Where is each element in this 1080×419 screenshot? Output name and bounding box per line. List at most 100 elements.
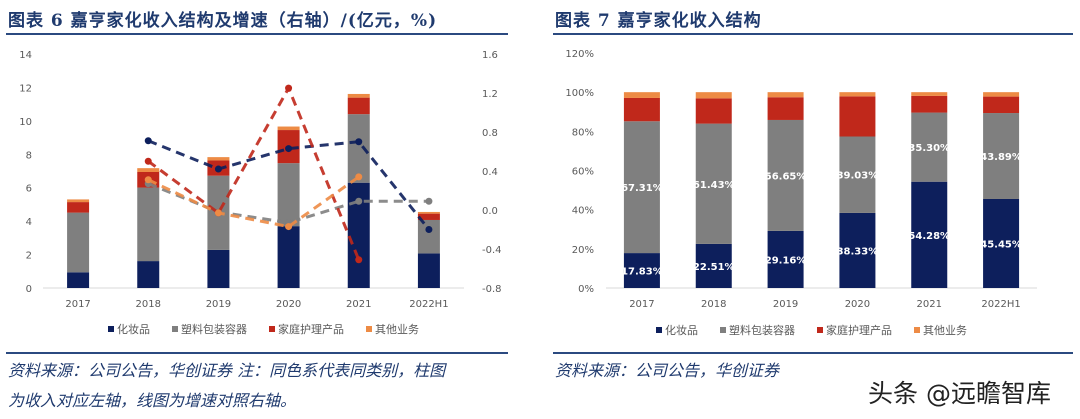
x-tick-label: 2021	[346, 299, 371, 310]
x-tick-label: 2021	[917, 299, 942, 310]
x-tick-label: 2019	[773, 299, 798, 310]
bar-segment	[207, 157, 230, 161]
bar-segment	[417, 213, 440, 220]
right-chart-title: 图表 7 嘉亨家化收入结构	[555, 11, 762, 31]
y2-tick-label: 0.0	[482, 206, 498, 217]
y2-tick-label: 1.2	[482, 89, 498, 100]
y2-tick-label: 1.6	[482, 50, 498, 61]
bar-segment	[347, 182, 370, 288]
bar-segment	[839, 96, 876, 137]
legend-label: 化妆品	[117, 322, 150, 336]
legend-label: 其他业务	[375, 323, 419, 336]
legend-swatch	[914, 327, 920, 333]
legend-label: 塑料包装容器	[181, 322, 247, 336]
data-label: 67.31%	[621, 183, 663, 194]
left-chart-title: 图表 6 嘉亨家化收入结构及增速（右轴）/(亿元，%)	[8, 11, 438, 31]
y-tick-label: 60%	[572, 167, 594, 178]
x-tick-label: 2017	[629, 299, 654, 310]
right-chart: 0% 20% 40% 60% 80% 100% 120% 17.83% 67.31% 2017 22…	[565, 49, 1037, 337]
bar-segment	[67, 202, 90, 213]
legend-swatch	[720, 327, 726, 333]
legend-swatch	[656, 327, 662, 333]
legend-label: 家庭护理产品	[278, 322, 344, 336]
data-label: 56.65%	[765, 171, 807, 182]
x-tick-label: 2017	[65, 299, 90, 310]
bar-segment	[347, 97, 370, 115]
y-tick-label: 6	[26, 184, 32, 195]
legend-label: 其他业务	[923, 324, 967, 337]
y-tick-label: 14	[19, 50, 32, 61]
data-label: 39.03%	[837, 171, 879, 182]
data-label: 54.28%	[908, 231, 950, 242]
growth-line	[147, 139, 431, 231]
y-tick-label: 10	[19, 117, 32, 128]
bar-segment	[67, 199, 90, 203]
growth-point	[144, 176, 152, 184]
x-tick-label: 2018	[136, 299, 161, 310]
right-source: 资料来源：公司公告，华创证券	[555, 361, 780, 380]
bar-segment	[911, 112, 948, 182]
growth-point	[285, 223, 293, 231]
legend-swatch	[269, 326, 275, 332]
x-tick-label: 2020	[276, 299, 301, 310]
bar-segment	[207, 249, 230, 288]
watermark: 头条 @远瞻智库	[868, 379, 1051, 408]
y-tick-label: 100%	[565, 88, 594, 99]
left-source-rule	[6, 352, 508, 354]
bar-segment	[839, 212, 876, 288]
data-label: 45.45%	[980, 239, 1022, 250]
data-label: 61.43%	[693, 180, 735, 191]
bar-segment	[137, 187, 160, 262]
growth-point	[285, 145, 293, 153]
y-tick-label: 120%	[565, 49, 594, 60]
bar-segment	[347, 114, 370, 183]
growth-point	[144, 157, 152, 165]
bar-segment	[277, 163, 300, 227]
growth-point	[285, 84, 293, 92]
bar-segment	[695, 92, 732, 99]
data-label: 29.16%	[765, 255, 807, 266]
right-title-rule	[553, 33, 1073, 35]
legend-label: 塑料包装容器	[729, 323, 795, 337]
bar-segment	[623, 121, 660, 254]
growth-point	[425, 197, 433, 205]
growth-point	[425, 226, 433, 233]
bar-segment	[911, 181, 948, 288]
bar-segment	[911, 92, 948, 96]
bar-segment	[767, 97, 804, 120]
bar-segment	[983, 92, 1020, 97]
left-chart: 0 2 4 6 8 10 12 14 2017 2018 2019 2020 2021 2022H1 -0.…	[19, 50, 502, 336]
y-tick-label: 0%	[578, 284, 594, 295]
x-tick-label: 2022H1	[409, 299, 448, 310]
growth-point	[214, 165, 222, 173]
y2-tick-label: -0.4	[482, 245, 502, 256]
bar-segment	[767, 92, 804, 98]
bar-segment	[417, 211, 440, 214]
x-tick-label: 2019	[206, 299, 231, 310]
y-tick-label: 12	[19, 83, 32, 94]
bar-segment	[839, 136, 876, 213]
legend-swatch	[817, 327, 823, 333]
growth-line	[147, 175, 360, 229]
bar-segment	[983, 96, 1020, 114]
data-label: 17.83%	[621, 267, 663, 278]
y2-tick-label: 0.4	[482, 167, 498, 178]
left-source-line2: 为收入对应左轴，线图为增速对照右轴。	[8, 391, 297, 410]
bar-segment	[983, 198, 1020, 288]
legend-label: 家庭护理产品	[826, 323, 892, 337]
right-source-rule	[553, 352, 1073, 354]
x-tick-label: 2022H1	[981, 299, 1020, 310]
data-label: 35.30%	[908, 143, 950, 154]
growth-point	[355, 256, 363, 264]
bar-segment	[277, 226, 300, 288]
bar-segment	[67, 212, 90, 273]
growth-point	[144, 137, 152, 145]
y-tick-label: 80%	[572, 127, 594, 138]
growth-point	[355, 173, 363, 181]
left-source-line1: 资料来源：公司公告，华创证券 注：同色系代表同类别，柱图	[8, 361, 446, 380]
y-tick-label: 2	[26, 251, 32, 262]
x-tick-label: 2018	[701, 299, 726, 310]
left-title-rule	[6, 33, 508, 35]
y2-tick-label: -0.8	[482, 284, 502, 295]
data-label: 43.89%	[980, 152, 1022, 163]
